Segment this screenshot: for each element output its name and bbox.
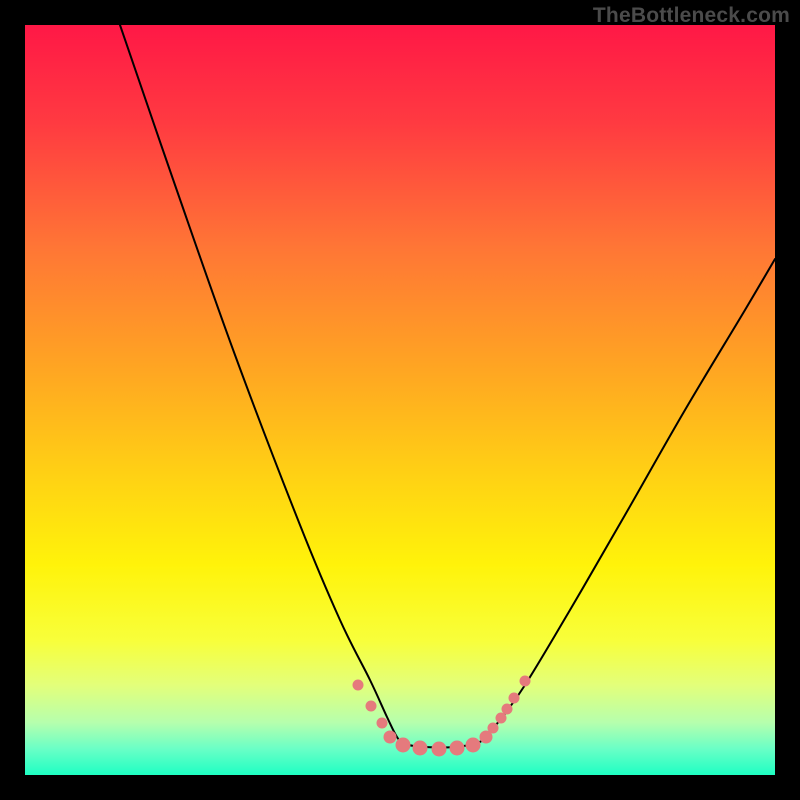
curve-marker bbox=[466, 738, 481, 753]
plot-area bbox=[25, 25, 775, 775]
curve-marker bbox=[377, 718, 388, 729]
curve-marker bbox=[432, 742, 447, 757]
watermark-text: TheBottleneck.com bbox=[593, 4, 790, 28]
curve-marker bbox=[488, 723, 499, 734]
curve-marker bbox=[413, 741, 428, 756]
curve-marker bbox=[353, 680, 364, 691]
bottleneck-curve-chart bbox=[25, 25, 775, 775]
curve-marker bbox=[502, 704, 513, 715]
curve-marker bbox=[520, 676, 531, 687]
curve-marker bbox=[396, 738, 411, 753]
curve-marker bbox=[509, 693, 520, 704]
curve-marker bbox=[496, 713, 507, 724]
gradient-background bbox=[25, 25, 775, 775]
curve-marker bbox=[366, 701, 377, 712]
chart-frame: TheBottleneck.com bbox=[0, 0, 800, 800]
curve-marker bbox=[384, 731, 397, 744]
curve-marker bbox=[450, 741, 465, 756]
